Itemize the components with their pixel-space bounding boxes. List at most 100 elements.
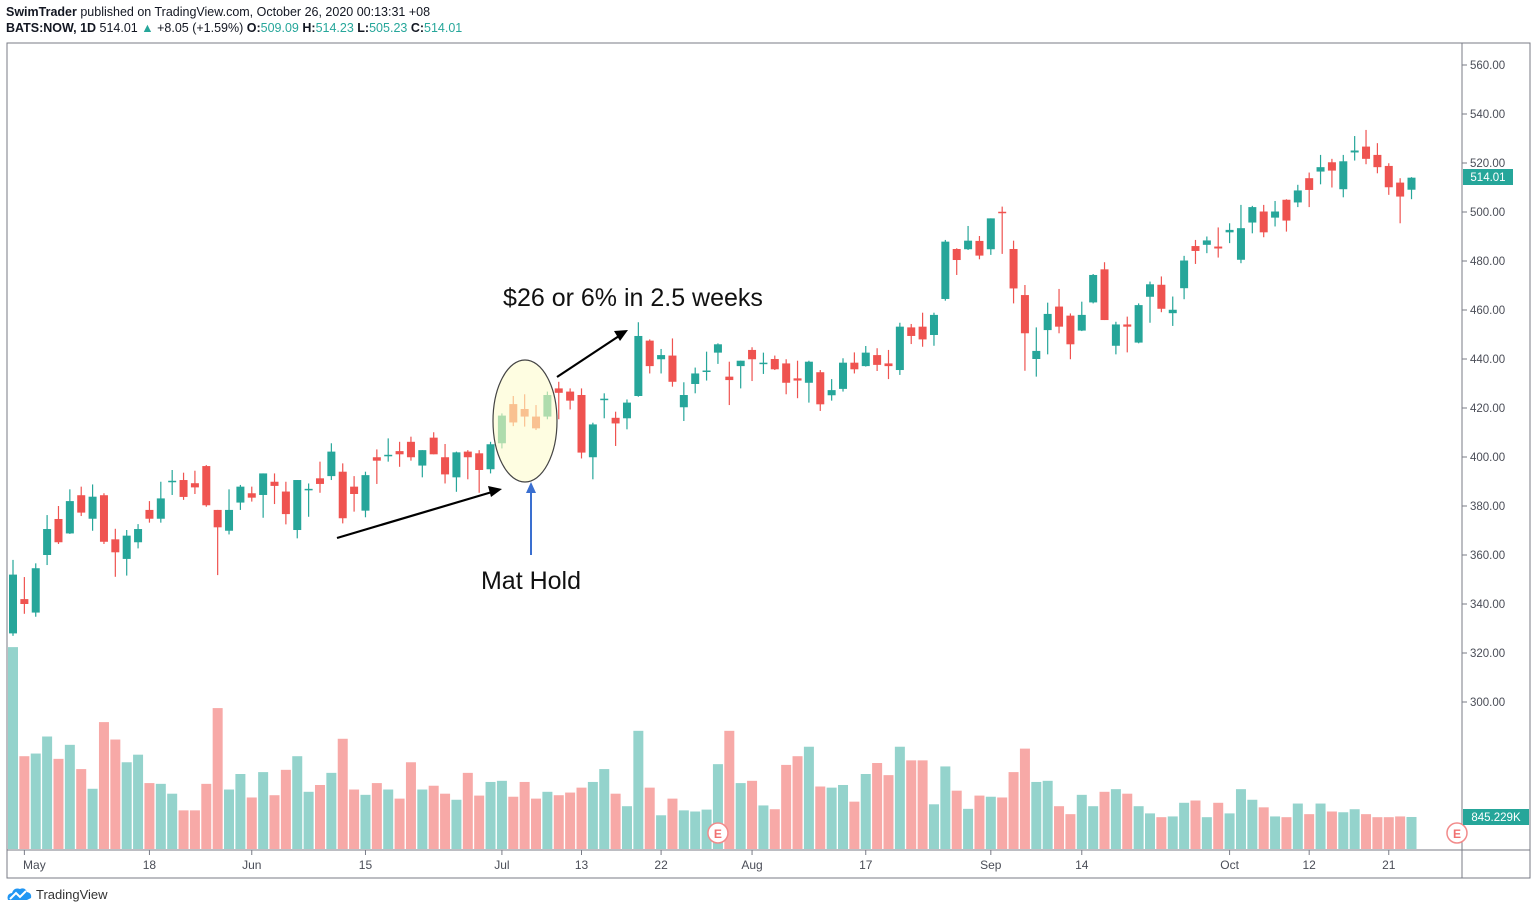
candle[interactable] bbox=[895, 322, 904, 375]
candle[interactable] bbox=[452, 451, 461, 492]
candle[interactable] bbox=[1055, 288, 1064, 334]
candle[interactable] bbox=[713, 343, 722, 364]
candle[interactable] bbox=[861, 346, 870, 367]
candle[interactable] bbox=[1157, 276, 1166, 313]
candle[interactable] bbox=[259, 473, 268, 518]
candle[interactable] bbox=[907, 323, 916, 345]
candle[interactable] bbox=[804, 360, 813, 403]
candle[interactable] bbox=[1350, 136, 1359, 161]
candle[interactable] bbox=[1020, 285, 1029, 371]
candle[interactable] bbox=[99, 493, 108, 544]
candle[interactable] bbox=[327, 443, 336, 481]
candle[interactable] bbox=[384, 438, 393, 462]
candle[interactable] bbox=[20, 577, 29, 614]
candle[interactable] bbox=[1146, 281, 1154, 323]
candle[interactable] bbox=[1362, 129, 1371, 165]
candle[interactable] bbox=[634, 322, 643, 397]
candle[interactable] bbox=[463, 450, 472, 480]
candle[interactable] bbox=[1225, 223, 1234, 244]
candle[interactable] bbox=[1043, 302, 1052, 355]
candle[interactable] bbox=[213, 509, 222, 576]
candle[interactable] bbox=[31, 563, 40, 617]
candle[interactable] bbox=[1180, 255, 1189, 300]
candle[interactable] bbox=[54, 506, 63, 544]
candle[interactable] bbox=[884, 349, 893, 380]
candle[interactable] bbox=[293, 480, 302, 539]
candle[interactable] bbox=[236, 484, 245, 510]
candle[interactable] bbox=[1373, 143, 1382, 174]
candle[interactable] bbox=[702, 351, 711, 381]
candle[interactable] bbox=[679, 382, 688, 421]
candle[interactable] bbox=[748, 347, 757, 382]
candle[interactable] bbox=[964, 225, 973, 250]
candle[interactable] bbox=[486, 441, 495, 474]
candle[interactable] bbox=[270, 473, 279, 505]
candle[interactable] bbox=[668, 338, 677, 387]
candle[interactable] bbox=[1316, 154, 1325, 185]
candle[interactable] bbox=[304, 483, 313, 517]
candle[interactable] bbox=[1214, 227, 1223, 258]
candle[interactable] bbox=[850, 352, 859, 374]
candle[interactable] bbox=[1100, 262, 1109, 321]
candle[interactable] bbox=[1327, 158, 1336, 188]
candle[interactable] bbox=[202, 465, 211, 507]
candle[interactable] bbox=[657, 348, 666, 374]
candle[interactable] bbox=[1407, 177, 1416, 200]
candle[interactable] bbox=[372, 449, 381, 484]
candle[interactable] bbox=[588, 422, 597, 480]
candle[interactable] bbox=[225, 489, 234, 535]
candle[interactable] bbox=[770, 355, 779, 371]
candle[interactable] bbox=[429, 432, 438, 455]
candle[interactable] bbox=[145, 501, 154, 523]
candle[interactable] bbox=[1305, 172, 1314, 208]
candle[interactable] bbox=[1293, 184, 1302, 208]
candle[interactable] bbox=[281, 481, 290, 525]
candle[interactable] bbox=[190, 470, 199, 494]
candle[interactable] bbox=[554, 381, 563, 420]
candle[interactable] bbox=[406, 436, 415, 461]
candle[interactable] bbox=[88, 484, 97, 531]
candle[interactable] bbox=[350, 476, 359, 512]
candle[interactable] bbox=[918, 312, 927, 347]
candle[interactable] bbox=[1134, 303, 1143, 344]
candle[interactable] bbox=[941, 239, 950, 301]
candle[interactable] bbox=[986, 218, 995, 255]
candle[interactable] bbox=[1282, 199, 1291, 232]
candle[interactable] bbox=[1396, 178, 1405, 224]
candle[interactable] bbox=[566, 388, 575, 410]
candle[interactable] bbox=[600, 393, 609, 419]
candle[interactable] bbox=[122, 530, 131, 576]
candle[interactable] bbox=[622, 399, 631, 430]
candle[interactable] bbox=[929, 312, 938, 346]
candle[interactable] bbox=[418, 450, 427, 478]
candle[interactable] bbox=[338, 463, 347, 524]
candle[interactable] bbox=[782, 359, 791, 395]
candle[interactable] bbox=[793, 360, 802, 399]
candle[interactable] bbox=[736, 360, 745, 389]
tradingview-logo[interactable]: TradingView bbox=[6, 886, 108, 902]
candle[interactable] bbox=[179, 472, 188, 500]
candle[interactable] bbox=[361, 471, 370, 518]
candle[interactable] bbox=[1066, 313, 1075, 360]
candle[interactable] bbox=[1271, 200, 1280, 227]
candle[interactable] bbox=[395, 441, 404, 467]
candle[interactable] bbox=[816, 370, 825, 411]
candle[interactable] bbox=[1089, 273, 1098, 304]
candle[interactable] bbox=[998, 206, 1007, 254]
candle[interactable] bbox=[611, 411, 620, 446]
candle[interactable] bbox=[43, 515, 52, 566]
candle[interactable] bbox=[759, 352, 768, 374]
author-name[interactable]: SwimTrader bbox=[6, 5, 77, 19]
candle[interactable] bbox=[1202, 236, 1211, 254]
candle[interactable] bbox=[645, 339, 654, 374]
candle[interactable] bbox=[1236, 204, 1245, 264]
time-axis[interactable]: May 18 Jun 15 Jul 13 22 Aug 17 Sep 14 Oct 12 21 bbox=[23, 850, 1396, 872]
candle[interactable] bbox=[1123, 316, 1132, 353]
candle[interactable] bbox=[1339, 154, 1348, 198]
candle[interactable] bbox=[1248, 205, 1257, 234]
candle[interactable] bbox=[577, 388, 586, 459]
candle[interactable] bbox=[827, 379, 836, 401]
candle[interactable] bbox=[725, 361, 734, 406]
candle[interactable] bbox=[1168, 296, 1177, 326]
candle[interactable] bbox=[839, 358, 848, 392]
